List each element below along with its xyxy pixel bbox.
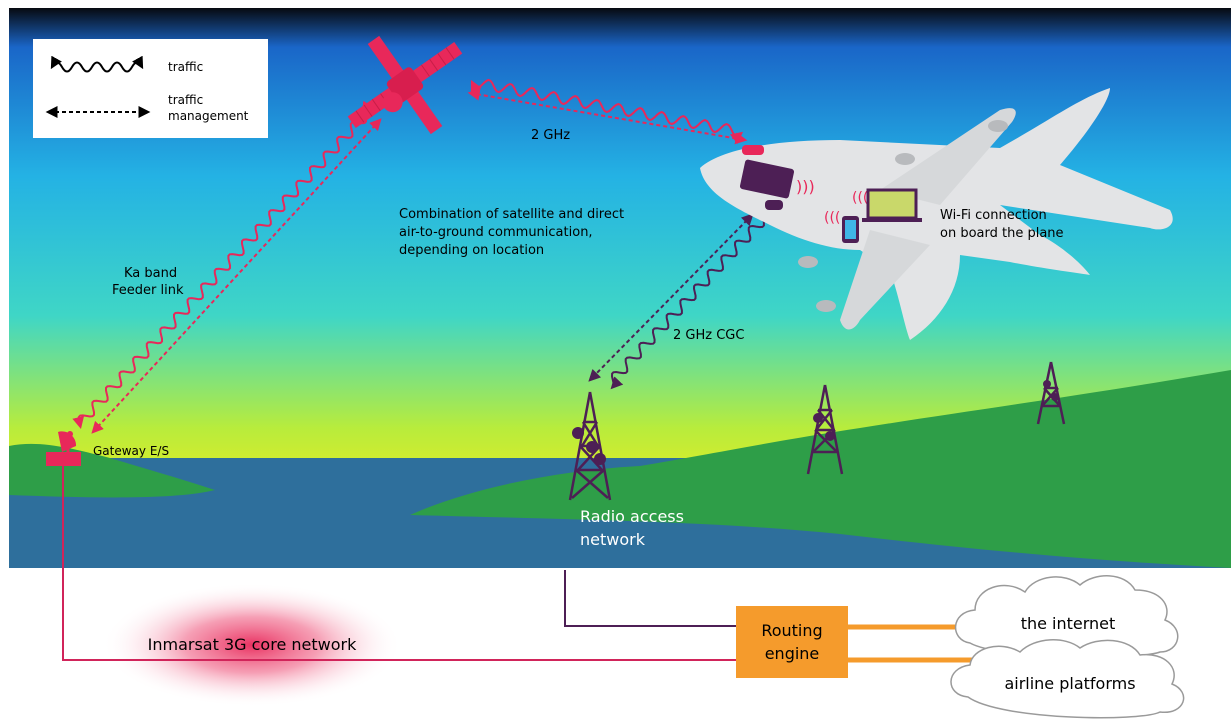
combination-label-3: depending on location	[399, 243, 544, 258]
core-network-glow	[102, 583, 402, 707]
legend-management-label-2: management	[168, 109, 249, 123]
wifi-label-1: Wi-Fi connection	[940, 208, 1047, 223]
cgc-label: 2 GHz CGC	[673, 328, 744, 343]
airplane-icon: ))) ((( (((	[700, 88, 1173, 340]
legend-traffic-wave	[50, 55, 144, 73]
wifi-icon-2: (((	[852, 190, 868, 206]
plane-satellite-antenna	[742, 145, 764, 155]
radio-tower-icon-3	[1036, 361, 1066, 425]
cgc-management	[588, 213, 754, 382]
routing-label-2: engine	[765, 644, 820, 663]
wifi-label-2: on board the plane	[940, 226, 1064, 241]
sat-plane-management	[467, 88, 748, 145]
core-network-label: Inmarsat 3G core network	[148, 635, 357, 654]
laptop-icon	[866, 188, 918, 220]
sat-link-label: 2 GHz	[531, 128, 570, 143]
legend-traffic-label: traffic	[168, 60, 203, 74]
satellite-icon	[347, 35, 463, 135]
gateway-to-routing-line	[62, 466, 736, 661]
airline-label: airline platforms	[1004, 674, 1135, 693]
internet-label: the internet	[1021, 614, 1116, 633]
routing-engine-box	[736, 606, 848, 678]
combination-label-2: air-to-ground communication,	[399, 225, 593, 240]
feeder-link-management	[91, 118, 382, 434]
radio-tower-icon	[568, 391, 612, 501]
airline-cloud	[950, 639, 1185, 719]
right-island	[410, 370, 1231, 568]
plane-cgc-antenna	[765, 200, 783, 210]
plane-terminal-box	[739, 159, 795, 199]
legend-box	[33, 39, 268, 138]
gateway-dish-icon	[46, 431, 81, 466]
ran-to-routing-line	[564, 570, 736, 627]
gateway-label: Gateway E/S	[93, 444, 169, 458]
wifi-icon-1: )))	[796, 177, 815, 196]
ran-label-2: network	[580, 530, 646, 549]
routing-label-1: Routing	[761, 621, 822, 640]
legend-management-label-1: traffic	[168, 93, 203, 107]
ran-label-1: Radio access	[580, 507, 684, 526]
wifi-icon-3: (((	[824, 210, 840, 226]
feeder-label-2: Feeder link	[112, 283, 184, 298]
combination-label-1: Combination of satellite and direct	[399, 207, 624, 222]
radio-tower-icon-2	[806, 384, 844, 475]
feeder-label-1: Ka band	[124, 266, 177, 281]
